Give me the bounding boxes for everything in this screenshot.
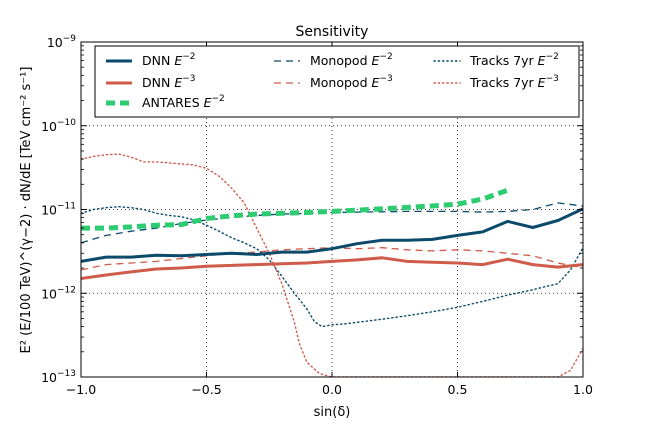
legend-label: DNN E−3 (142, 74, 196, 90)
series-line (81, 207, 583, 263)
legend-label-exponent: −2 (182, 52, 195, 62)
legend-label-exponent: −3 (546, 74, 559, 84)
legend-label-main: DNN (142, 75, 174, 90)
axis-ticks: −1.0 −0.5 0.0 0.5 1.010−1310−1210−1110−1010−… (41, 34, 593, 397)
legend-label-main: Tracks 7yr (469, 75, 538, 90)
y-tick-label: 10−13 (41, 369, 76, 385)
legend-label-main: Monopod (310, 53, 372, 68)
y-tick-label: 10−12 (41, 285, 76, 301)
y-tick-base: 10 (47, 35, 63, 50)
legend-label: Tracks 7yr E−3 (469, 74, 559, 90)
legend-box (94, 45, 580, 118)
x-tick-label: 1.0 (573, 382, 593, 397)
x-tick-label: −1.0 (66, 382, 96, 397)
y-tick-exponent: −12 (57, 285, 76, 295)
series-line (81, 205, 583, 328)
series-line (81, 153, 583, 377)
y-tick-label: 10−10 (41, 118, 76, 134)
series-line (81, 256, 583, 280)
legend-label-energy: E (372, 53, 380, 68)
legend-label-exponent: −2 (546, 52, 559, 62)
legend-label-main: DNN (142, 53, 174, 68)
legend-label: Tracks 7yr E−2 (469, 52, 559, 68)
legend-label-energy: E (372, 75, 380, 90)
legend-label-exponent: −3 (182, 74, 195, 84)
y-tick-exponent: −9 (63, 34, 77, 44)
chart-title: Sensitivity (296, 24, 369, 40)
legend-label-energy: E (538, 75, 546, 90)
series-line (81, 187, 509, 231)
legend-label: ANTARES E−2 (142, 94, 225, 110)
y-tick-exponent: −13 (57, 369, 76, 379)
series-group (81, 153, 583, 377)
legend-label-exponent: −2 (212, 94, 225, 104)
legend-label-main: ANTARES (142, 95, 204, 110)
y-tick-exponent: −10 (57, 118, 76, 128)
x-tick-label: 0.0 (322, 382, 342, 397)
y-tick-base: 10 (41, 370, 57, 385)
legend-label-energy: E (538, 53, 546, 68)
y-tick-base: 10 (41, 119, 57, 134)
legend-label: Monopod E−3 (310, 74, 393, 90)
x-axis-label: sin(δ) (314, 405, 351, 420)
y-tick-label: 10−9 (47, 34, 76, 50)
legend-label-main: Tracks 7yr (469, 53, 538, 68)
x-tick-label: 0.5 (448, 382, 468, 397)
legend-label-energy: E (174, 53, 182, 68)
y-tick-base: 10 (41, 286, 57, 301)
x-tick-label: −0.5 (191, 382, 221, 397)
legend-label-energy: E (204, 95, 212, 110)
legend-label-energy: E (174, 75, 182, 90)
legend-label: DNN E−2 (142, 52, 196, 68)
y-axis-label: E² (E/100 TeV)^(γ−2) · dN/dE [TeV cm⁻² s… (19, 67, 34, 354)
y-tick-label: 10−11 (41, 202, 76, 218)
legend-label: Monopod E−2 (310, 52, 393, 68)
legend-label-exponent: −3 (379, 74, 392, 84)
y-tick-exponent: −11 (57, 202, 76, 212)
legend-label-exponent: −2 (379, 52, 392, 62)
legend-label-main: Monopod (310, 75, 372, 90)
y-tick-base: 10 (41, 203, 57, 218)
